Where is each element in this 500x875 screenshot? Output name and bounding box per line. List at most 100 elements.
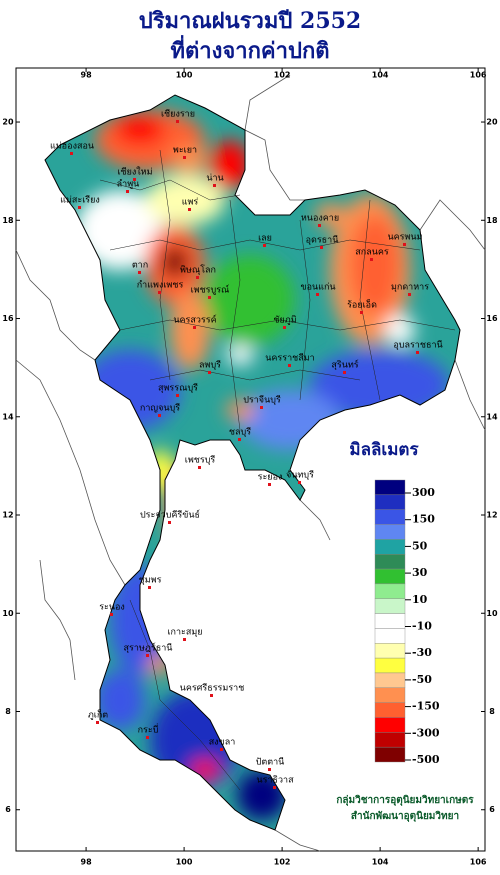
place-dot [403, 243, 406, 246]
lon-tick-label: 102 [274, 71, 291, 80]
legend: 300 150 50 30 10 -10 -30 -50 -150 -300 -500 [374, 479, 440, 766]
lat-tick-label: 10 [2, 609, 14, 618]
place-label: นครศรีธรรมราช [180, 683, 245, 694]
place-dot [210, 694, 213, 697]
place-dot [188, 208, 191, 211]
legend-swatch [374, 702, 406, 718]
place-label: ลำพูน [117, 179, 140, 190]
lon-tick-label: 98 [81, 71, 93, 80]
place-dot [316, 293, 319, 296]
place-label: นครสวรรค์ [173, 314, 216, 326]
legend-label: -10 [412, 620, 432, 633]
legend-swatch [374, 554, 406, 570]
subtitle: ที่ต่างจากค่าปกติ [170, 34, 329, 64]
place-label: ปราจีนบุรี [243, 395, 281, 406]
legend-swatch [374, 657, 406, 674]
credit: สำนักพัฒนาอุตุนิยมวิทยา [351, 810, 459, 822]
place-label: ลพบุรี [199, 360, 221, 371]
legend-swatch [374, 732, 406, 748]
place-label: สงขลา [209, 738, 236, 748]
place-dot [146, 654, 149, 657]
lat-tick-label: 18 [486, 216, 498, 225]
legend-swatch [374, 509, 406, 525]
place-dot [320, 246, 323, 249]
place-label: ตาก [132, 261, 148, 271]
place-label: น่าน [206, 174, 223, 184]
place-label: ขอนแก่น [300, 283, 335, 293]
legend-swatch [374, 672, 406, 688]
neighbour-borders [15, 74, 486, 852]
place-label: จันทบุรี [286, 470, 314, 481]
legend-swatch [374, 583, 406, 599]
place-dot [408, 293, 411, 296]
place-dot [183, 638, 186, 641]
lon-tick-label: 98 [81, 858, 93, 867]
place-label: ชลบุรี [229, 427, 251, 438]
place-dot [198, 466, 201, 469]
place-dot [193, 326, 196, 329]
lat-tick-label: 6 [5, 805, 11, 814]
place-dot [196, 276, 199, 279]
legend-swatch [374, 598, 406, 614]
place-label: เพชรบุรี [185, 455, 216, 466]
legend-label: 150 [412, 513, 435, 526]
lon-tick-label: 102 [274, 858, 291, 867]
place-dot [110, 613, 113, 616]
place-label: เกาะสมุย [167, 628, 202, 638]
legend-swatch [374, 494, 406, 510]
legend-swatch [374, 524, 406, 540]
place-dot [158, 414, 161, 417]
legend-swatch [374, 717, 406, 733]
place-dot [176, 120, 179, 123]
lat-tick-label: 16 [486, 314, 498, 323]
place-dot [416, 351, 419, 354]
place-label: สกลนคร [355, 248, 389, 258]
place-dot [220, 748, 223, 751]
place-label: แม่ฮ่องสอน [50, 142, 94, 152]
legend-label: 10 [412, 593, 428, 606]
place-label: ภูเก็ต [88, 708, 108, 721]
place-label: สุรินทร์ [331, 359, 358, 371]
lon-tick-label: 100 [176, 71, 193, 80]
lon-tick-label: 104 [372, 71, 389, 80]
lon-tick-label: 106 [470, 858, 487, 867]
place-label: กระบี่ [138, 723, 159, 736]
lat-tick-label: 20 [2, 118, 14, 127]
lat-tick-label: 8 [5, 707, 11, 716]
place-dot [148, 586, 151, 589]
place-dot [133, 178, 136, 181]
place-label: มุกดาหาร [391, 283, 429, 293]
place-label: ประจวบคีรีขันธ์ [140, 509, 200, 521]
place-dot [298, 481, 301, 484]
place-label: เชียงใหม่ [117, 167, 152, 178]
place-dot [176, 394, 179, 397]
place-dot [283, 326, 286, 329]
country-outline [44, 94, 461, 831]
legend-label: -300 [412, 726, 440, 739]
place-label: นราธิวาส [256, 775, 294, 786]
place-dot [318, 224, 321, 227]
place-dot [370, 258, 373, 261]
lat-tick-label: 12 [486, 511, 497, 520]
lat-tick-label: 18 [2, 216, 14, 225]
place-label: ชัยภูมิ [273, 315, 296, 326]
place-label: สุราษฎร์ธานี [124, 642, 173, 654]
legend-swatch [374, 568, 406, 585]
place-label: สุพรรณบุรี [158, 383, 198, 394]
place-label: แม่สะเรียง [60, 195, 100, 206]
legend-swatch [374, 479, 406, 496]
place-dot [208, 371, 211, 374]
place-dot [360, 311, 363, 314]
place-dot [208, 296, 211, 299]
legend-label: 30 [412, 566, 428, 579]
legend-swatch [374, 746, 406, 763]
legend-swatch [374, 613, 406, 629]
place-label: เชียงราย [161, 109, 195, 120]
place-dot [126, 190, 129, 193]
legend-label: -150 [412, 700, 440, 713]
legend-swatch [374, 643, 406, 659]
legend-label: 300 [412, 486, 435, 499]
place-label: กำแพงเพชร [137, 280, 184, 291]
